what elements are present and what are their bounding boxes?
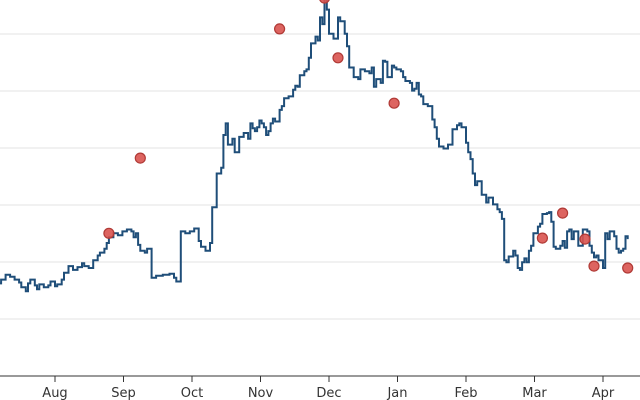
x-tick-label: Apr bbox=[592, 386, 615, 400]
highlight-marker bbox=[274, 23, 286, 35]
x-tick-label: Dec bbox=[316, 386, 341, 400]
highlight-marker bbox=[588, 260, 600, 272]
highlight-marker bbox=[319, 0, 330, 4]
series-line bbox=[0, 0, 629, 293]
x-tick-label: Nov bbox=[248, 386, 274, 400]
highlight-marker bbox=[536, 232, 549, 244]
highlight-markers bbox=[103, 0, 634, 274]
x-axis-ticks: Aug Sep Oct Nov Dec Jan Feb Mar Apr bbox=[42, 376, 615, 400]
highlight-marker bbox=[134, 152, 146, 164]
x-tick-label: Oct bbox=[181, 386, 203, 400]
x-tick-label: Feb bbox=[454, 386, 477, 400]
x-tick-label: Aug bbox=[42, 386, 67, 400]
plot-area bbox=[0, 0, 634, 293]
x-tick-label: Jan bbox=[386, 386, 407, 400]
highlight-marker bbox=[556, 207, 569, 219]
x-tick-label: Sep bbox=[111, 386, 136, 400]
grid-lines bbox=[0, 33, 640, 377]
x-tick-label: Mar bbox=[522, 386, 547, 400]
highlight-marker bbox=[332, 52, 344, 64]
highlight-marker bbox=[579, 233, 591, 245]
highlight-marker bbox=[103, 227, 115, 239]
highlight-marker bbox=[622, 262, 634, 274]
highlight-marker bbox=[388, 97, 400, 109]
